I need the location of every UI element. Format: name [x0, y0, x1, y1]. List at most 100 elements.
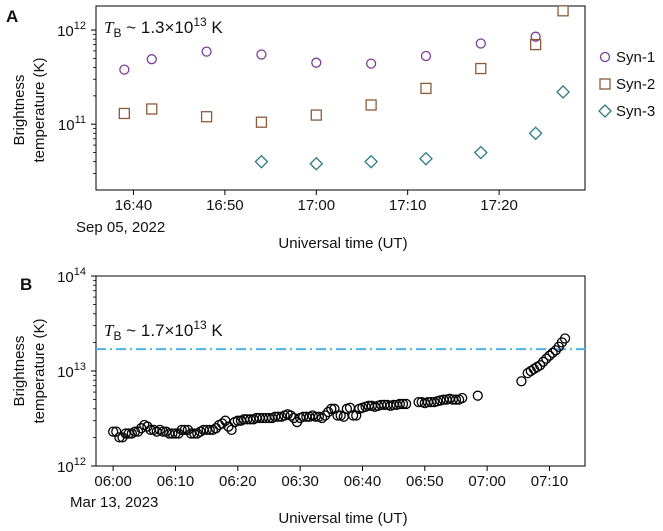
- panel-b-xlabel: Universal time (UT): [278, 510, 407, 527]
- x-tick-label: 06:50: [406, 473, 444, 490]
- data-point: [254, 154, 269, 169]
- data-point: [256, 49, 267, 60]
- data-point: [189, 428, 200, 439]
- data-point: [173, 428, 184, 439]
- data-point: [182, 424, 194, 436]
- y-tick-label: 1012: [57, 20, 86, 40]
- data-point: [132, 426, 144, 437]
- data-point: [472, 390, 483, 401]
- x-tick-label: 06:10: [157, 473, 195, 490]
- data-point: [170, 428, 181, 439]
- data-point: [107, 426, 119, 437]
- panel-a-axes: 16:40 16:50 17:00 17:10 17:20 1011 1012: [57, 20, 518, 214]
- x-tick-label: 06:40: [344, 473, 382, 490]
- panel-b-label: B: [20, 275, 32, 294]
- data-point: [397, 398, 409, 410]
- data-point: [475, 62, 487, 75]
- data-point: [365, 58, 377, 69]
- data-point: [544, 350, 555, 361]
- y-tick-label: 1011: [58, 114, 86, 134]
- panel-b-ylabel-line2: temperature (K): [31, 318, 48, 423]
- data-point: [316, 412, 328, 424]
- data-point: [351, 410, 362, 421]
- data-point: [201, 46, 212, 57]
- data-point: [200, 111, 213, 123]
- data-point: [420, 82, 432, 95]
- data-point: [142, 421, 153, 432]
- data-point: [319, 410, 331, 421]
- data-point: [273, 411, 284, 422]
- x-tick-label: 06:00: [94, 473, 132, 490]
- legend-marker: [599, 51, 611, 63]
- x-tick-label: 06:30: [281, 473, 319, 490]
- panel-b-date-label: Mar 13, 2023: [70, 494, 158, 511]
- panel-a-plot-area: [95, 5, 586, 191]
- data-point: [176, 424, 187, 436]
- data-point: [541, 353, 552, 364]
- data-point: [217, 418, 228, 429]
- legend-marker: [599, 78, 611, 90]
- data-point: [119, 64, 130, 75]
- data-point: [118, 107, 130, 120]
- data-point: [323, 406, 334, 418]
- panel-b-ylabel-line1: Brightness: [11, 336, 28, 407]
- panel-a-label: A: [6, 7, 18, 26]
- legend-marker: [598, 104, 612, 118]
- data-point: [329, 403, 340, 414]
- y-tick-label: 1014: [57, 266, 86, 286]
- y-tick-label: 1012: [57, 456, 86, 476]
- x-tick-label: 06:20: [219, 473, 257, 490]
- x-tick-label: 16:40: [115, 197, 153, 214]
- data-point: [146, 54, 157, 65]
- y-tick-label: 1013: [57, 361, 86, 381]
- data-point: [550, 345, 561, 356]
- data-point: [365, 99, 377, 111]
- panel-a-legend: Syn-1 Syn-2 Syn-3: [598, 49, 655, 120]
- x-tick-label: 16:50: [206, 197, 244, 214]
- data-point: [167, 428, 178, 439]
- data-point: [179, 424, 190, 436]
- data-point: [146, 103, 158, 115]
- data-point: [157, 426, 169, 437]
- data-point: [547, 347, 558, 359]
- panel-a-annotation: TB ~ 1.3×1013 K: [104, 15, 223, 40]
- data-point: [475, 38, 486, 49]
- panel-b-annotation: TB ~ 1.7×1013 K: [104, 318, 223, 343]
- data-point: [347, 410, 359, 421]
- data-point: [120, 428, 131, 439]
- panel-a: A Brightness temperature (K) 16:40 16:50 1…: [6, 5, 655, 252]
- data-point: [530, 31, 541, 42]
- data-point: [400, 398, 412, 410]
- panel-b-axes: 06:00 06:10 06:20 06:30 06:40 06:50 07:00 07:10…: [57, 266, 568, 490]
- panel-a-xlabel: Universal time (UT): [278, 235, 407, 252]
- data-point: [311, 57, 322, 68]
- legend-entry-label: Syn-3: [616, 103, 655, 120]
- data-point: [394, 398, 406, 410]
- panel-b: B Brightness temperature (K) 06:00 06:10 0…: [11, 266, 586, 527]
- data-point: [420, 50, 432, 62]
- data-point: [185, 428, 197, 439]
- x-tick-label: 17:10: [389, 197, 427, 214]
- data-point: [309, 156, 324, 171]
- data-point: [529, 38, 542, 51]
- data-point: [123, 428, 134, 439]
- data-point: [450, 394, 462, 405]
- data-point: [129, 426, 141, 437]
- data-point: [364, 154, 379, 169]
- x-tick-label: 07:10: [531, 473, 569, 490]
- data-point: [111, 426, 122, 437]
- data-point: [559, 333, 571, 344]
- data-point: [419, 151, 433, 166]
- panel-b-marks: [96, 333, 585, 443]
- data-point: [255, 116, 268, 128]
- data-point: [534, 360, 546, 371]
- data-point: [310, 109, 322, 121]
- panel-a-ylabel-line2: temperature (K): [31, 57, 48, 162]
- data-point: [516, 376, 527, 387]
- panel-a-date-label: Sep 05, 2022: [76, 219, 165, 236]
- legend-entry-label: Syn-2: [616, 76, 655, 93]
- data-point: [522, 367, 533, 379]
- data-point: [326, 403, 337, 414]
- data-point: [332, 410, 343, 421]
